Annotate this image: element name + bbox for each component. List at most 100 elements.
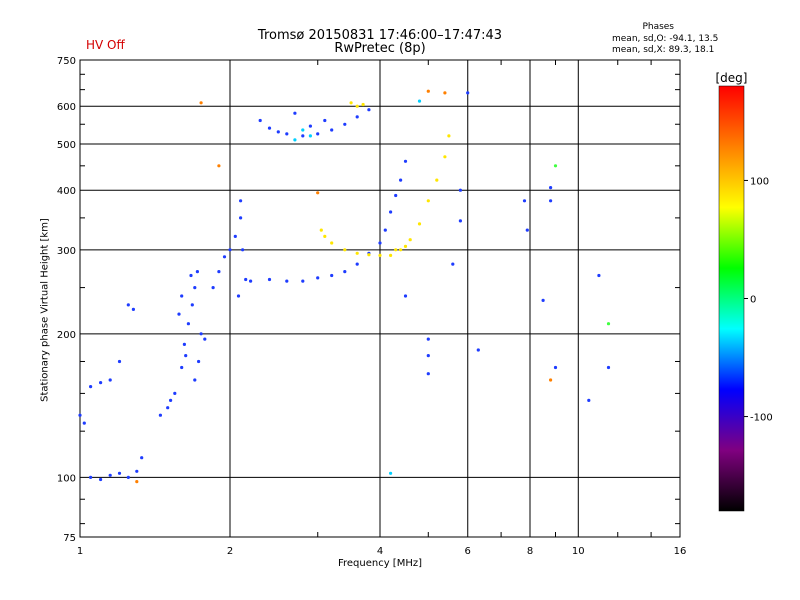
data-point — [169, 398, 173, 402]
data-point — [108, 378, 112, 382]
data-point — [217, 270, 221, 274]
data-point — [378, 253, 382, 257]
data-point — [443, 91, 447, 95]
chart-subtitle: RwPretec (8p) — [334, 41, 426, 56]
data-point — [466, 91, 470, 95]
data-point — [158, 413, 162, 417]
data-point — [301, 279, 305, 283]
data-point — [355, 115, 359, 119]
y-tick-label: 400 — [57, 186, 76, 197]
data-point — [199, 332, 203, 336]
data-point — [399, 178, 403, 182]
phases-o-stats: mean, sd,O: -94.1, 13.5 — [612, 34, 719, 44]
data-point — [189, 273, 193, 278]
data-point — [343, 248, 347, 252]
data-point — [131, 307, 135, 311]
data-point — [417, 222, 422, 226]
data-point — [126, 303, 130, 307]
data-point — [217, 164, 221, 168]
chart-title: Tromsø 20150831 17:46:00–17:47:43 — [257, 28, 503, 43]
data-point — [330, 241, 334, 245]
data-point — [458, 219, 462, 223]
data-point — [553, 164, 558, 168]
data-point — [222, 255, 227, 259]
data-point — [426, 372, 430, 376]
data-point — [239, 216, 243, 220]
data-point — [285, 279, 289, 283]
phases-title: Phases — [642, 22, 674, 32]
data-point — [330, 128, 334, 132]
data-point — [211, 286, 215, 290]
data-point — [458, 188, 462, 192]
data-point — [403, 244, 408, 248]
data-point — [126, 475, 130, 479]
data-point — [203, 337, 207, 341]
data-point — [443, 155, 447, 159]
data-point — [308, 124, 312, 128]
data-point — [367, 108, 371, 112]
data-point — [355, 251, 359, 255]
x-tick-label: 10 — [572, 546, 585, 557]
data-point — [195, 270, 199, 274]
data-point — [117, 359, 122, 364]
data-point — [541, 298, 545, 302]
data-point — [389, 253, 393, 257]
data-point — [117, 471, 122, 475]
data-point — [435, 178, 439, 182]
data-point — [241, 248, 245, 252]
data-point — [308, 134, 312, 138]
data-point — [190, 303, 194, 307]
data-point — [323, 234, 327, 238]
data-point — [177, 312, 181, 316]
colorbar-tick-label: 100 — [750, 176, 769, 187]
data-point — [140, 456, 144, 460]
data-point — [355, 262, 359, 266]
y-tick-label: 75 — [63, 533, 76, 544]
data-point — [522, 199, 527, 203]
x-tick-label: 1 — [77, 546, 83, 557]
data-point — [403, 294, 408, 298]
data-point — [426, 354, 430, 358]
x-tick-label: 16 — [674, 546, 687, 557]
data-point — [389, 210, 393, 214]
data-point — [549, 199, 553, 203]
data-point — [186, 322, 190, 326]
y-tick-label: 200 — [57, 330, 76, 341]
data-point — [426, 337, 430, 341]
data-point — [166, 406, 170, 410]
data-point — [316, 191, 320, 195]
data-point — [135, 480, 139, 484]
y-tick-label: 600 — [57, 102, 76, 113]
data-point — [267, 126, 272, 130]
data-point — [361, 102, 365, 107]
data-point — [180, 294, 184, 298]
data-point — [89, 475, 93, 479]
colorbar-tick-label: -100 — [750, 413, 773, 424]
data-point — [319, 228, 323, 232]
data-point — [426, 199, 430, 203]
data-point — [399, 248, 403, 252]
data-point — [525, 228, 529, 232]
data-point — [606, 322, 611, 326]
data-point — [89, 385, 93, 389]
data-point — [293, 111, 297, 115]
data-point — [276, 130, 280, 134]
data-point — [301, 128, 305, 132]
data-point — [236, 294, 241, 298]
data-point — [233, 234, 237, 238]
data-point — [408, 238, 412, 242]
data-point — [349, 101, 353, 105]
data-point — [108, 473, 112, 477]
data-point — [394, 248, 398, 252]
data-point — [301, 134, 305, 138]
y-tick-label: 300 — [57, 246, 76, 257]
data-point — [367, 253, 371, 257]
data-point — [82, 421, 86, 425]
data-point — [193, 286, 197, 290]
data-point — [285, 132, 289, 136]
data-point — [549, 186, 553, 190]
data-point — [447, 134, 451, 138]
x-tick-label: 6 — [465, 546, 471, 557]
colorbar-tick-label: 0 — [750, 295, 756, 306]
